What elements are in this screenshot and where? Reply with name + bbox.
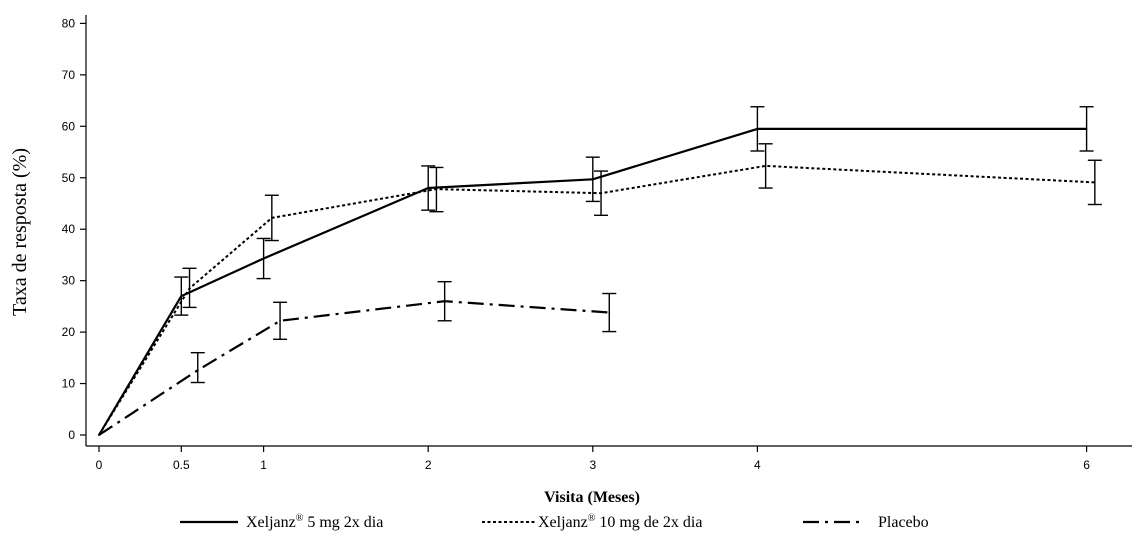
x-tick-label: 6: [1083, 458, 1090, 472]
error-bar: [174, 276, 189, 316]
error-bar: [264, 194, 279, 242]
error-bar: [421, 165, 436, 211]
x-tick-label: 0: [96, 458, 103, 472]
y-tick-label: 70: [62, 68, 76, 82]
legend: Xeljanz® 5 mg 2x dia Xeljanz® 10 mg de 2x…: [180, 513, 929, 531]
error-bar: [1079, 106, 1094, 152]
y-tick-label: 50: [62, 171, 76, 185]
legend-label: Xeljanz® 5 mg 2x dia: [246, 513, 383, 531]
legend-item: Xeljanz® 5 mg 2x dia: [180, 513, 383, 531]
y-axis-title: Taxa de resposta (%): [9, 148, 31, 316]
series-1: [98, 106, 1094, 436]
error-bar: [273, 301, 288, 341]
legend-label: Placebo: [878, 514, 929, 531]
series-layer: [98, 106, 1102, 436]
error-bar: [182, 267, 197, 309]
x-tick-label: 2: [425, 458, 432, 472]
error-bar: [429, 166, 444, 213]
legend-item: Placebo: [803, 514, 929, 531]
y-tick-label: 10: [62, 377, 76, 391]
x-tick-label: 4: [754, 458, 761, 472]
x-tick-label: 0.5: [173, 458, 190, 472]
x-tick-label: 3: [589, 458, 596, 472]
x-axis-ticks: 0 0.5 1 2 3 4 6: [96, 446, 1090, 472]
y-tick-label: 20: [62, 325, 76, 339]
x-tick-label: 1: [260, 458, 267, 472]
legend-item: Xeljanz® 10 mg de 2x dia: [482, 513, 702, 531]
error-bar: [585, 156, 600, 203]
y-tick-label: 30: [62, 274, 76, 288]
error-bar: [594, 170, 609, 217]
error-bar: [256, 237, 271, 280]
y-tick-label: 0: [68, 428, 75, 442]
error-bar: [758, 143, 773, 189]
legend-label: Xeljanz® 10 mg de 2x dia: [538, 513, 702, 531]
series-2: [98, 143, 1102, 436]
error-bar: [1087, 159, 1102, 206]
series-3: [98, 280, 617, 436]
series-line: [98, 164, 1095, 436]
y-axis-ticks: 0 10 20 30 40 50 60 70 80: [62, 16, 86, 442]
error-bar: [190, 351, 205, 384]
series-line: [98, 300, 610, 436]
x-axis-title: Visita (Meses): [544, 489, 640, 506]
error-bar: [437, 280, 452, 322]
error-bar: [602, 292, 617, 333]
y-tick-label: 40: [62, 222, 76, 236]
y-tick-label: 60: [62, 119, 76, 133]
error-bar: [750, 106, 765, 152]
data-point: [98, 434, 100, 436]
y-tick-label: 80: [62, 16, 76, 30]
